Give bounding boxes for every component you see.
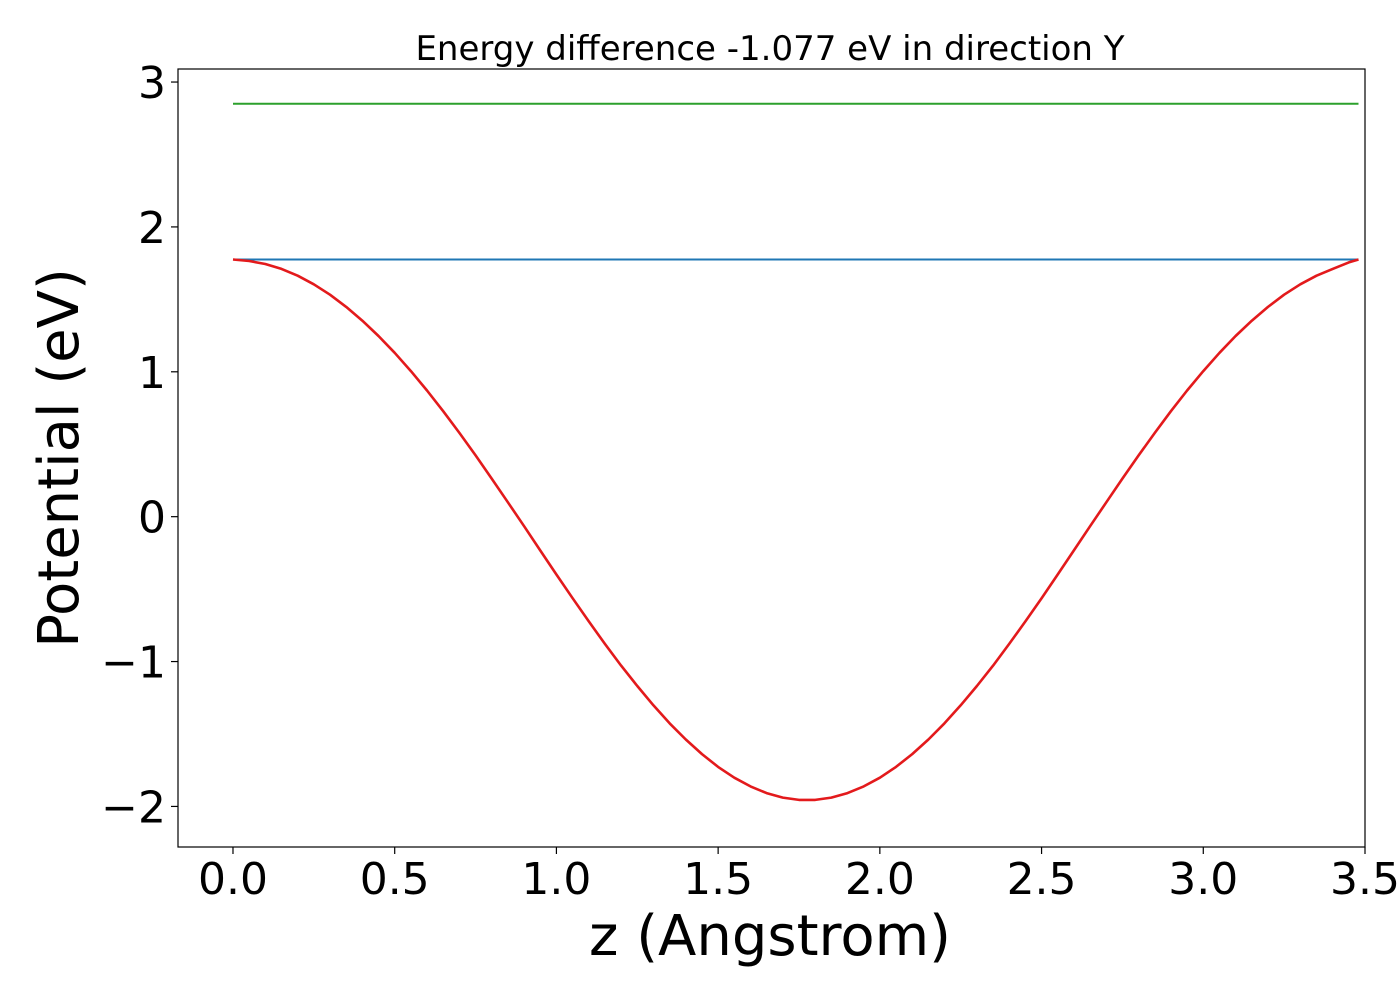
y-tick-label: 1 (138, 348, 166, 399)
y-tick-label: −1 (101, 638, 166, 689)
y-tick-label: 2 (138, 203, 166, 254)
plot-frame (177, 68, 1366, 848)
y-tick-label: 3 (138, 58, 166, 109)
x-tick-label: 0.5 (360, 854, 430, 905)
series-layer (232, 102, 1359, 802)
x-axis-label: z (Angstrom) (589, 904, 951, 969)
x-tick-label: 0.0 (198, 854, 268, 905)
series-line-3 (232, 258, 1359, 802)
x-tick-label: 3.0 (1168, 854, 1238, 905)
y-tick-label: 0 (138, 493, 166, 544)
chart-title: Energy difference -1.077 eV in direction… (415, 29, 1124, 69)
x-tick-label: 2.5 (1007, 854, 1077, 905)
y-tick-label: −2 (101, 782, 166, 833)
y-axis-label: Potential (eV) (27, 268, 92, 648)
x-tick-label: 3.5 (1330, 854, 1400, 905)
y-axis: −2 −1 0 1 2 3 (101, 58, 178, 833)
x-tick-label: 1.0 (521, 854, 591, 905)
x-axis: 0.0 0.5 1.0 1.5 2.0 2.5 3.0 3.5 (198, 847, 1400, 905)
x-tick-label: 2.0 (845, 854, 915, 905)
x-tick-label: 1.5 (683, 854, 753, 905)
